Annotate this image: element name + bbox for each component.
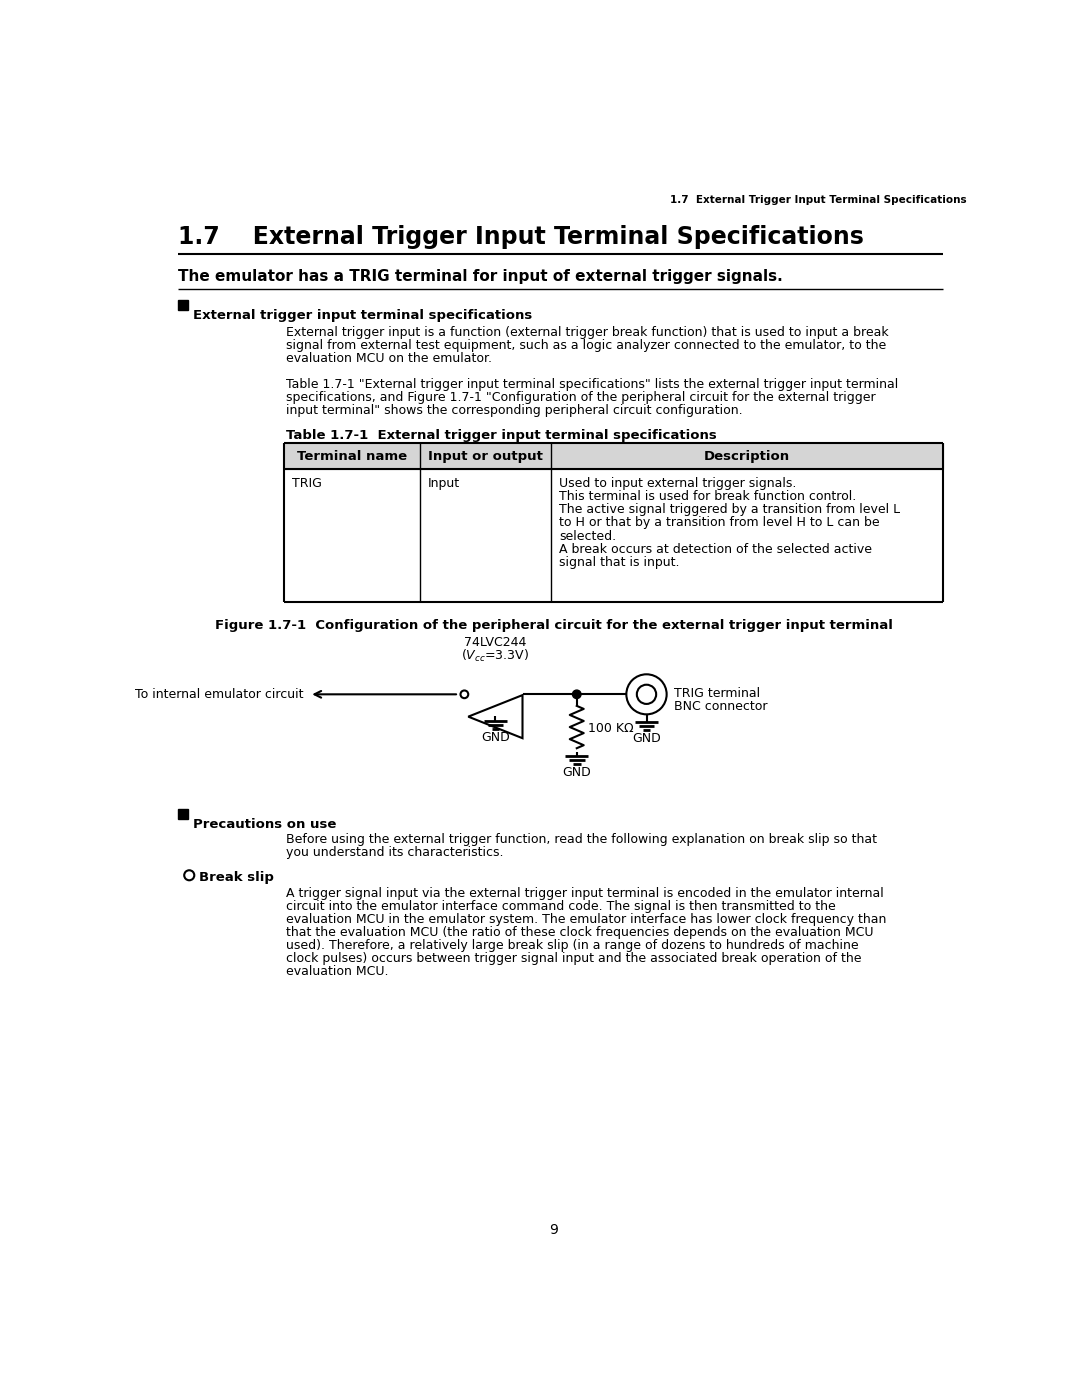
Text: Input: Input: [428, 478, 460, 490]
Text: Precautions on use: Precautions on use: [193, 817, 337, 831]
Text: 9: 9: [549, 1222, 558, 1236]
Text: $(V_{cc}$=3.3V): $(V_{cc}$=3.3V): [461, 648, 529, 664]
Text: TRIG: TRIG: [292, 478, 322, 490]
Text: to H or that by a transition from level H to L can be: to H or that by a transition from level …: [559, 517, 879, 529]
Text: TRIG terminal: TRIG terminal: [674, 686, 760, 700]
Circle shape: [626, 675, 666, 714]
Text: evaluation MCU.: evaluation MCU.: [286, 965, 389, 978]
Text: you understand its characteristics.: you understand its characteristics.: [286, 847, 503, 859]
Text: Before using the external trigger function, read the following explanation on br: Before using the external trigger functi…: [286, 833, 877, 847]
Text: Used to input external trigger signals.: Used to input external trigger signals.: [559, 478, 796, 490]
Text: 1.7  External Trigger Input Terminal Specifications: 1.7 External Trigger Input Terminal Spec…: [670, 194, 967, 204]
Text: Table 1.7-1  External trigger input terminal specifications: Table 1.7-1 External trigger input termi…: [286, 429, 717, 443]
Text: GND: GND: [563, 766, 591, 780]
Bar: [177, 809, 188, 819]
Text: signal from external test equipment, such as a logic analyzer connected to the e: signal from external test equipment, suc…: [286, 339, 887, 352]
Text: A trigger signal input via the external trigger input terminal is encoded in the: A trigger signal input via the external …: [286, 887, 883, 900]
Text: specifications, and Figure 1.7-1 "Configuration of the peripheral circuit for th: specifications, and Figure 1.7-1 "Config…: [286, 391, 876, 404]
Text: A break occurs at detection of the selected active: A break occurs at detection of the selec…: [559, 542, 872, 556]
Text: External trigger input is a function (external trigger break function) that is u: External trigger input is a function (ex…: [286, 327, 889, 339]
Bar: [284, 443, 943, 469]
Text: GND: GND: [481, 731, 510, 745]
Text: evaluation MCU on the emulator.: evaluation MCU on the emulator.: [286, 352, 492, 366]
Text: circuit into the emulator interface command code. The signal is then transmitted: circuit into the emulator interface comm…: [286, 900, 836, 912]
Circle shape: [572, 690, 581, 698]
Text: evaluation MCU in the emulator system. The emulator interface has lower clock fr: evaluation MCU in the emulator system. T…: [286, 914, 887, 926]
Text: BNC connector: BNC connector: [674, 700, 768, 714]
Text: that the evaluation MCU (the ratio of these clock frequencies depends on the eva: that the evaluation MCU (the ratio of th…: [286, 926, 874, 939]
Text: To internal emulator circuit: To internal emulator circuit: [135, 689, 303, 701]
Text: clock pulses) occurs between trigger signal input and the associated break opera: clock pulses) occurs between trigger sig…: [286, 953, 862, 965]
Text: The active signal triggered by a transition from level L: The active signal triggered by a transit…: [559, 503, 900, 517]
Text: External trigger input terminal specifications: External trigger input terminal specific…: [193, 309, 532, 323]
Text: This terminal is used for break function control.: This terminal is used for break function…: [559, 490, 856, 503]
Text: 100 KΩ: 100 KΩ: [588, 722, 633, 735]
Text: GND: GND: [632, 732, 661, 745]
Text: used). Therefore, a relatively large break slip (in a range of dozens to hundred: used). Therefore, a relatively large bre…: [286, 939, 859, 953]
Text: Table 1.7-1 "External trigger input terminal specifications" lists the external : Table 1.7-1 "External trigger input term…: [286, 377, 899, 391]
Text: Break slip: Break slip: [200, 872, 274, 884]
Text: Input or output: Input or output: [429, 450, 543, 464]
Text: signal that is input.: signal that is input.: [559, 556, 679, 569]
Text: input terminal" shows the corresponding peripheral circuit configuration.: input terminal" shows the corresponding …: [286, 404, 743, 418]
Text: Description: Description: [704, 450, 789, 464]
Text: 1.7    External Trigger Input Terminal Specifications: 1.7 External Trigger Input Terminal Spec…: [177, 225, 864, 250]
Bar: [177, 300, 188, 310]
Text: Terminal name: Terminal name: [297, 450, 407, 464]
Text: 74LVC244: 74LVC244: [464, 636, 527, 648]
Text: The emulator has a TRIG terminal for input of external trigger signals.: The emulator has a TRIG terminal for inp…: [177, 268, 782, 284]
Text: Figure 1.7-1  Configuration of the peripheral circuit for the external trigger i: Figure 1.7-1 Configuration of the periph…: [215, 619, 892, 631]
Text: selected.: selected.: [559, 529, 616, 542]
